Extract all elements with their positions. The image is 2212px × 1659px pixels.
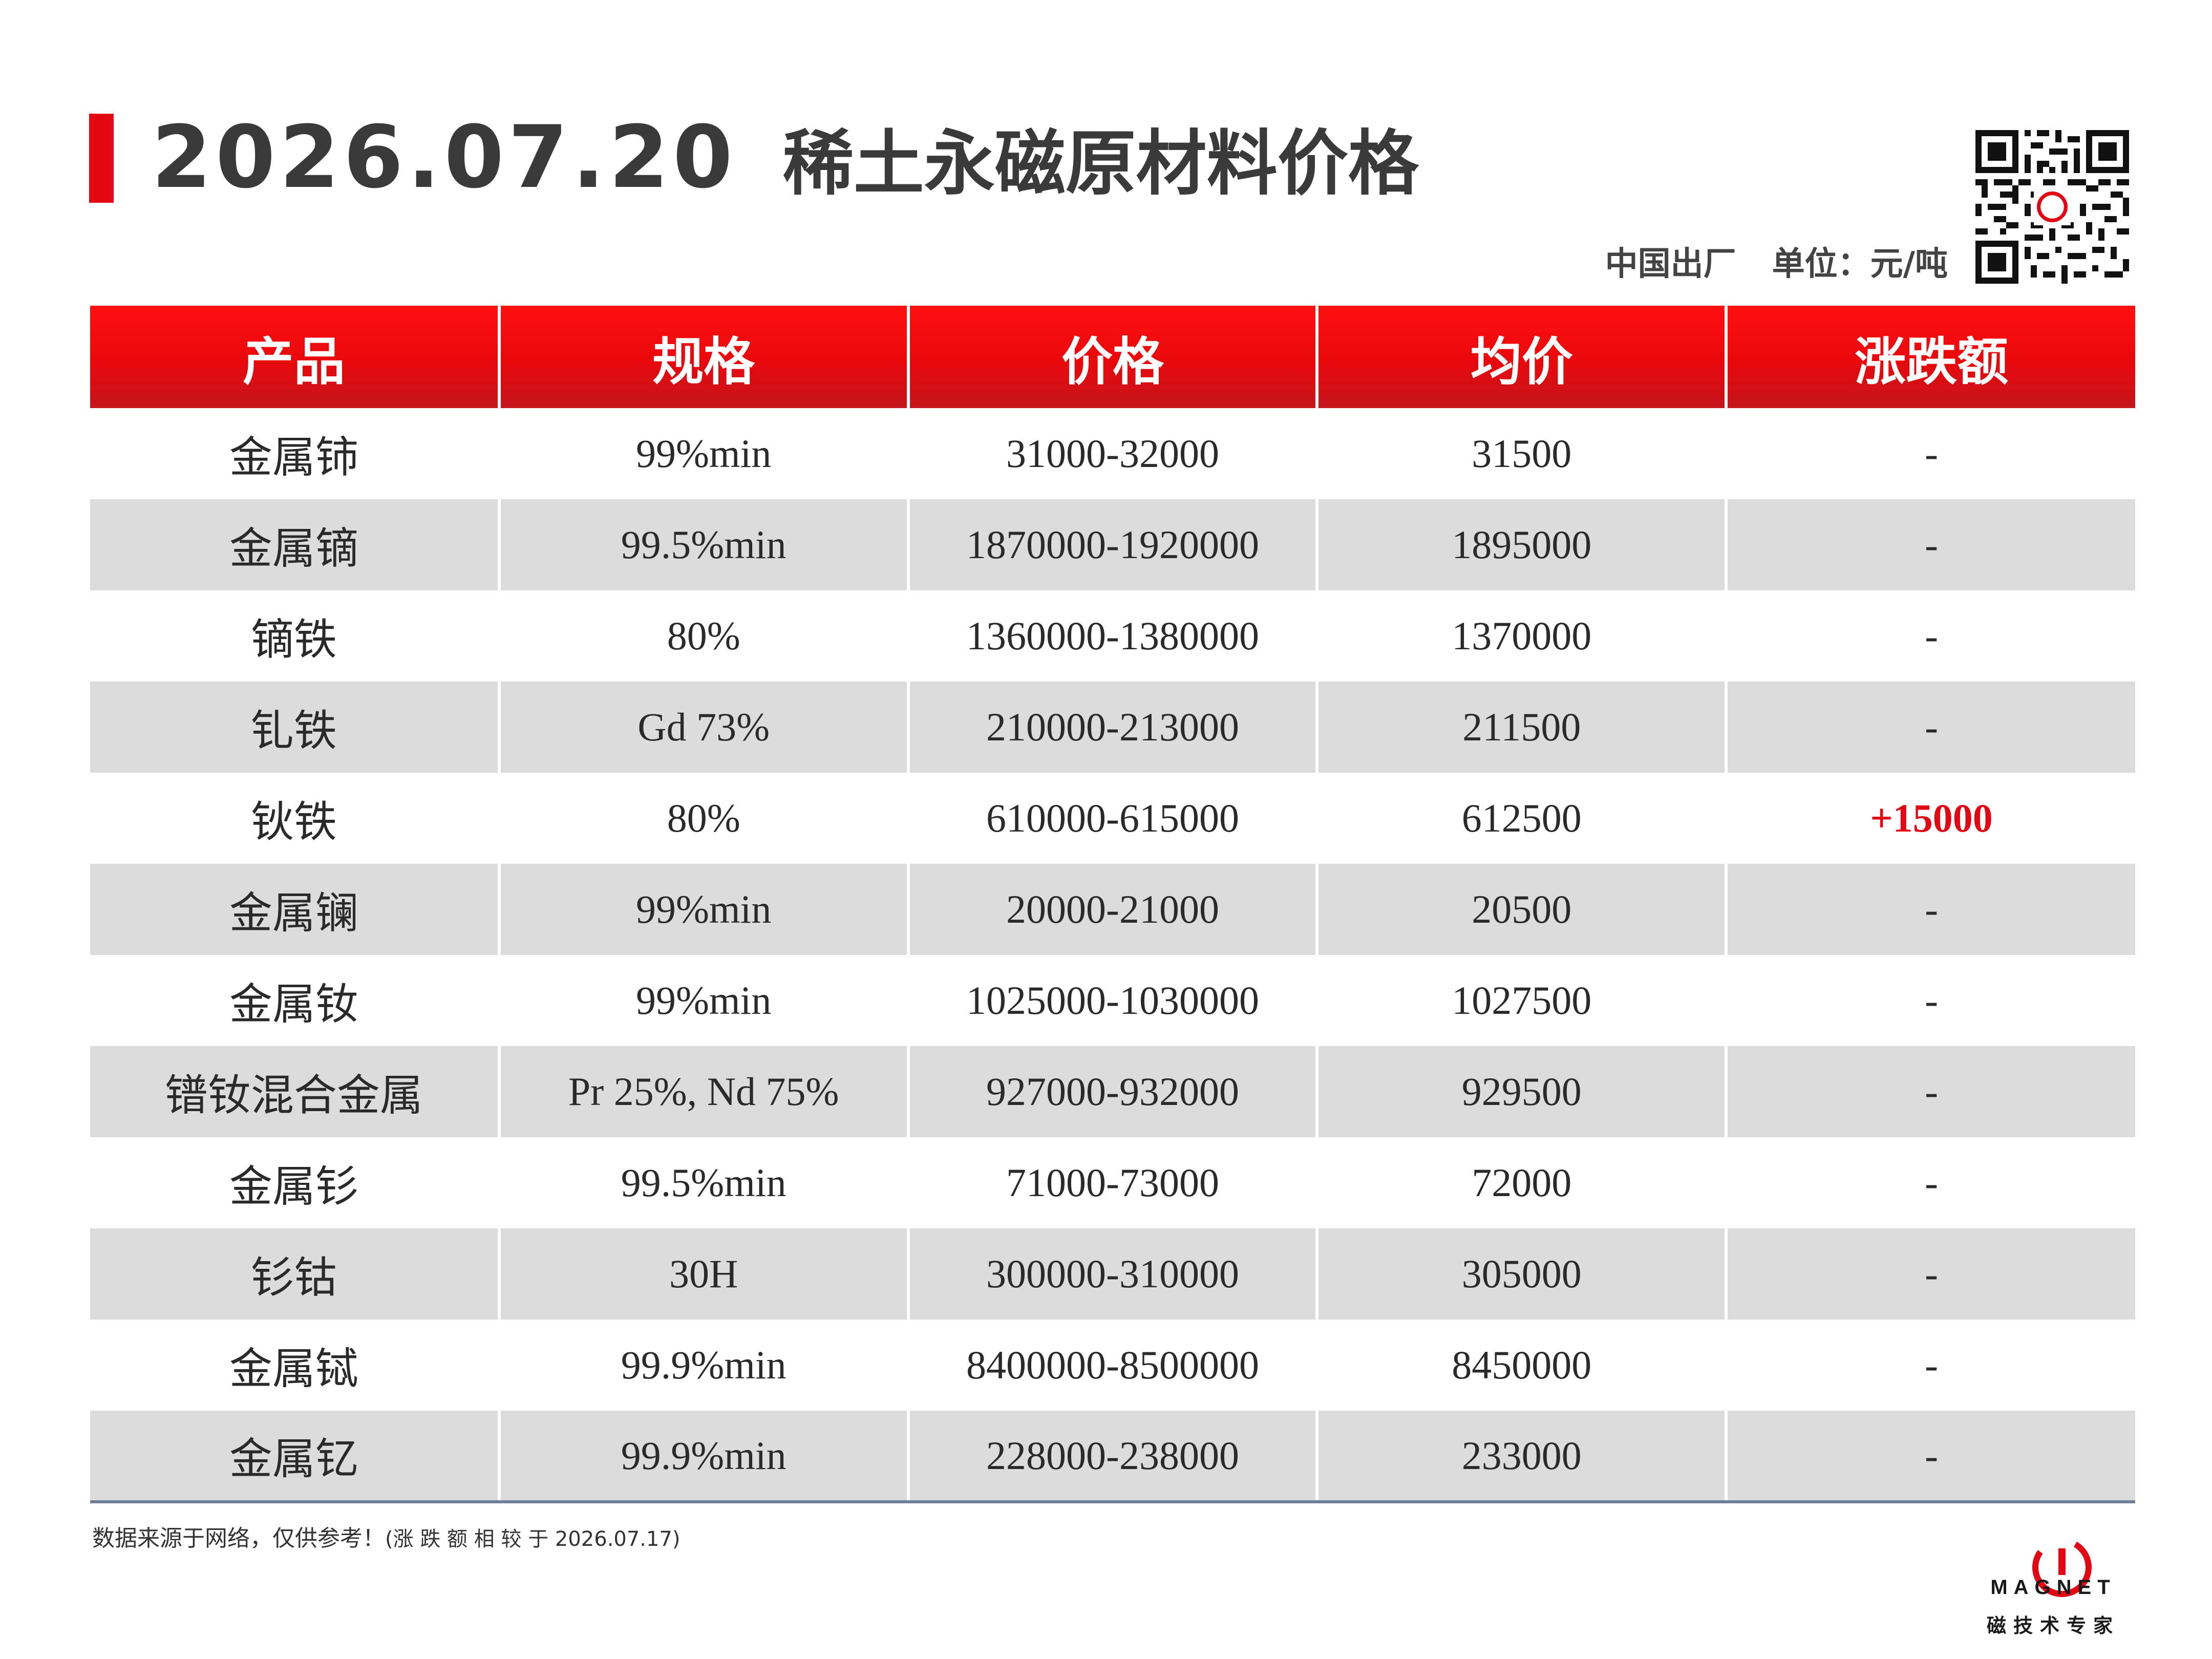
cell-price: 300000-310000 bbox=[906, 1228, 1317, 1320]
cell-product: 金属镝 bbox=[90, 499, 499, 590]
cell-product: 钆铁 bbox=[90, 682, 499, 773]
report-title: 稀土永磁原材料价格 bbox=[782, 122, 1419, 205]
cell-spec: 99%min bbox=[497, 408, 908, 499]
table-row: 镨钕混合金属 Pr 25%, Nd 75% 927000-932000 9295… bbox=[90, 1046, 2135, 1137]
title-accent-bar bbox=[89, 114, 114, 203]
cell-change: - bbox=[1725, 1137, 2135, 1228]
table-row: 金属铽 99.9%min 8400000-8500000 8450000 - bbox=[90, 1320, 2135, 1411]
cell-avg: 211500 bbox=[1315, 682, 1727, 773]
cell-price: 1870000-1920000 bbox=[906, 499, 1317, 590]
cell-avg: 8450000 bbox=[1315, 1320, 1727, 1411]
cell-avg: 1895000 bbox=[1315, 499, 1727, 590]
cell-change: - bbox=[1725, 1046, 2135, 1137]
cell-change: - bbox=[1725, 408, 2135, 499]
cell-spec: 99.5%min bbox=[497, 1137, 908, 1228]
cell-change: - bbox=[1725, 1228, 2135, 1320]
magnet-logo: MAGNET 磁技术专家 bbox=[1976, 1534, 2130, 1642]
table-row: 金属镧 99%min 20000-21000 20500 - bbox=[90, 864, 2135, 955]
cell-price: 20000-21000 bbox=[906, 864, 1317, 955]
price-table: 产品 规格 价格 均价 涨跌额 金属铈 99%min 31000-32000 3… bbox=[90, 306, 2135, 1503]
cell-price: 927000-932000 bbox=[906, 1046, 1317, 1137]
cell-change: - bbox=[1725, 499, 2135, 590]
cell-product: 金属铈 bbox=[229, 432, 358, 482]
cell-change: - bbox=[1725, 1320, 2135, 1411]
cell-change-up: +15000 bbox=[1725, 773, 2135, 864]
cell-spec: 99.9%min bbox=[497, 1411, 908, 1503]
cell-spec: 80% bbox=[497, 773, 908, 864]
table-row: 钬铁 80% 610000-615000 612500 +15000 bbox=[90, 773, 2135, 864]
cell-avg: 72000 bbox=[1315, 1137, 1727, 1228]
table-row: 钐钴 30H 300000-310000 305000 - bbox=[90, 1228, 2135, 1320]
cell-product: 金属钕 bbox=[229, 979, 358, 1029]
cell-product: 镝铁 bbox=[250, 614, 337, 665]
page-title: 2026.07.20 稀土永磁原材料价格 bbox=[152, 107, 1419, 207]
cell-avg: 612500 bbox=[1315, 773, 1727, 864]
table-row: 金属镝 99.5%min 1870000-1920000 1895000 - bbox=[90, 499, 2135, 590]
source-note-text: 数据来源于网络，仅供参考！ bbox=[92, 1525, 385, 1551]
table-row: 金属钕 99%min 1025000-1030000 1027500 - bbox=[90, 955, 2135, 1046]
cell-change: - bbox=[1725, 590, 2135, 682]
col-header-spec: 规格 bbox=[497, 306, 908, 408]
origin-label: 中国出厂 bbox=[1605, 245, 1736, 283]
cell-spec: Pr 25%, Nd 75% bbox=[497, 1046, 908, 1137]
cell-price: 1025000-1030000 bbox=[906, 955, 1317, 1046]
cell-product: 金属钇 bbox=[90, 1411, 499, 1503]
cell-spec: 99.9%min bbox=[497, 1320, 908, 1411]
table-row: 金属钐 99.5%min 71000-73000 72000 - bbox=[90, 1137, 2135, 1228]
cell-change: - bbox=[1725, 1411, 2135, 1503]
cell-product: 金属铽 bbox=[229, 1343, 358, 1394]
cell-price: 1360000-1380000 bbox=[906, 590, 1317, 682]
cell-spec: 80% bbox=[497, 590, 908, 682]
unit-label: 单位：元/吨 bbox=[1772, 245, 1948, 283]
cell-product: 钐钴 bbox=[90, 1228, 499, 1320]
table-row: 金属钇 99.9%min 228000-238000 233000 - bbox=[90, 1411, 2135, 1503]
cell-avg: 929500 bbox=[1315, 1046, 1727, 1137]
cell-product: 金属镧 bbox=[90, 864, 499, 955]
table-row: 钆铁 Gd 73% 210000-213000 211500 - bbox=[90, 682, 2135, 773]
logo-tagline: 磁技术专家 bbox=[1986, 1614, 2120, 1637]
cell-product: 镨钕混合金属 bbox=[90, 1046, 499, 1137]
report-date: 2026.07.20 bbox=[152, 107, 737, 207]
cell-avg: 1027500 bbox=[1315, 955, 1727, 1046]
col-header-product: 产品 bbox=[90, 306, 499, 408]
cell-avg: 233000 bbox=[1315, 1411, 1727, 1503]
meta-line: 中国出厂 单位：元/吨 bbox=[1605, 236, 1948, 287]
col-header-avg: 均价 bbox=[1315, 306, 1727, 408]
cell-avg: 305000 bbox=[1315, 1228, 1727, 1320]
cell-spec: Gd 73% bbox=[497, 682, 908, 773]
cell-product: 钬铁 bbox=[250, 796, 337, 847]
logo-wordmark: MAGNET bbox=[1990, 1576, 2116, 1599]
source-note: 数据来源于网络，仅供参考！(涨 跌 额 相 较 于 2026.07.17) bbox=[92, 1520, 680, 1552]
table-row: 金属铈 99%min 31000-32000 31500 - bbox=[90, 408, 2135, 499]
cell-change: - bbox=[1725, 955, 2135, 1046]
cell-price: 210000-213000 bbox=[906, 682, 1317, 773]
col-header-price: 价格 bbox=[906, 306, 1317, 408]
cell-change: - bbox=[1725, 864, 2135, 955]
cell-spec: 99%min bbox=[497, 955, 908, 1046]
cell-product: 金属钐 bbox=[229, 1161, 358, 1211]
qr-code-icon bbox=[1975, 130, 2129, 284]
cell-price: 71000-73000 bbox=[906, 1137, 1317, 1228]
cell-avg: 31500 bbox=[1315, 408, 1727, 499]
cell-price: 228000-238000 bbox=[906, 1411, 1317, 1503]
col-header-change: 涨跌额 bbox=[1725, 306, 2135, 408]
table-row: 镝铁 80% 1360000-1380000 1370000 - bbox=[90, 590, 2135, 682]
cell-spec: 30H bbox=[497, 1228, 908, 1320]
table-header-row: 产品 规格 价格 均价 涨跌额 bbox=[90, 306, 2135, 408]
cell-spec: 99.5%min bbox=[497, 499, 908, 590]
cell-price: 8400000-8500000 bbox=[906, 1320, 1317, 1411]
comparison-note: (涨 跌 额 相 较 于 2026.07.17) bbox=[385, 1527, 680, 1551]
cell-avg: 20500 bbox=[1315, 864, 1727, 955]
magnet-logo-icon bbox=[2032, 1538, 2092, 1598]
cell-spec: 99%min bbox=[497, 864, 908, 955]
cell-change: - bbox=[1725, 682, 2135, 773]
cell-price: 610000-615000 bbox=[906, 773, 1317, 864]
cell-price: 31000-32000 bbox=[906, 408, 1317, 499]
cell-avg: 1370000 bbox=[1315, 590, 1727, 682]
